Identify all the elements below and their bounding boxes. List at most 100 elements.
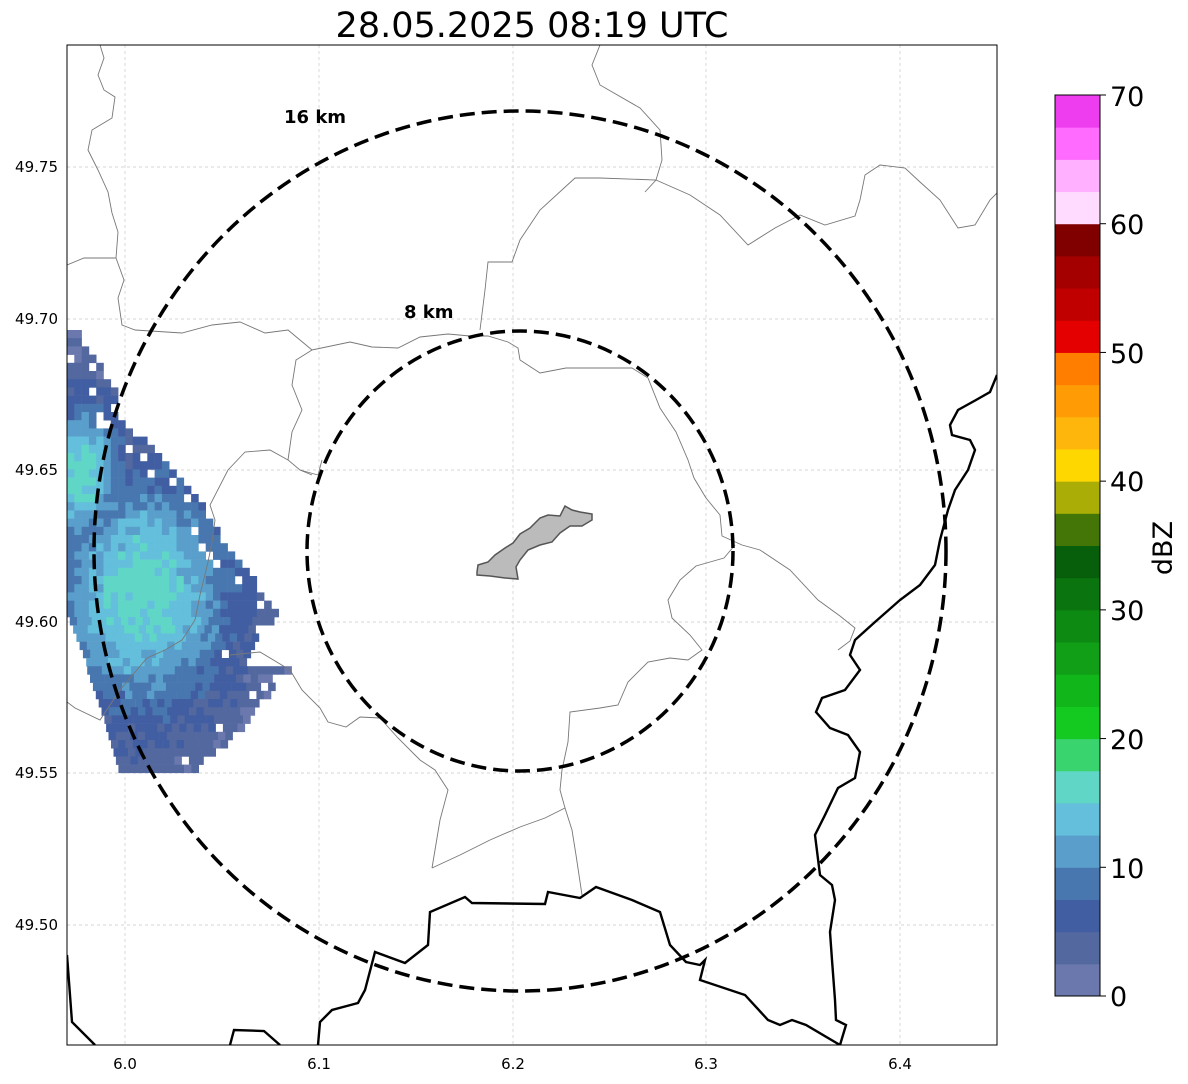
radar-cell: [113, 748, 122, 757]
radar-cell: [176, 494, 185, 503]
radar-cell: [102, 625, 110, 634]
map-title: 28.05.2025 08:19 UTC: [335, 6, 729, 46]
radar-cell: [126, 715, 134, 724]
colorbar-tick-label: 70: [1110, 82, 1144, 113]
radar-cell: [67, 346, 75, 355]
radar-cell: [81, 502, 90, 511]
radar-cell: [155, 715, 164, 724]
radar-cell: [125, 584, 133, 593]
radar-cell: [271, 608, 279, 618]
radar-cell: [67, 592, 75, 601]
radar-cell: [154, 551, 163, 560]
radar-cell: [177, 674, 186, 683]
radar-cell: [220, 543, 228, 552]
radar-cell: [171, 633, 179, 642]
radar-cell: [112, 649, 120, 659]
radar-cell: [118, 551, 126, 560]
radar-cell: [154, 485, 163, 495]
radar-cell: [190, 690, 199, 700]
radar-cell: [81, 354, 90, 364]
radar-cell: [88, 379, 97, 388]
radar-cell: [140, 485, 148, 495]
radar-cell: [170, 674, 178, 683]
radar-cell: [161, 592, 170, 601]
radar-cell: [96, 592, 104, 601]
radar-cell: [152, 731, 160, 741]
radar-cell: [239, 658, 248, 667]
radar-cell: [205, 740, 214, 749]
radar-cell: [67, 371, 75, 380]
radar-cell: [154, 559, 163, 569]
radar-cell: [152, 707, 161, 716]
radar-cell: [213, 715, 222, 724]
radar-cell: [227, 576, 236, 585]
x-tick-label: 6.0: [113, 1055, 137, 1073]
radar-cell: [142, 723, 151, 733]
radar-cell: [195, 682, 203, 692]
radar-cell: [132, 592, 141, 601]
radar-cell: [132, 485, 141, 495]
radar-cell: [191, 584, 199, 593]
radar-cell: [99, 617, 107, 626]
radar-cell: [103, 535, 112, 544]
radar-cell: [176, 600, 185, 610]
radar-cell: [186, 748, 195, 757]
radar-cell: [161, 600, 170, 610]
radar-cell: [176, 543, 185, 552]
radar-cell: [164, 699, 172, 708]
radar-cell: [170, 715, 178, 724]
radar-cell: [103, 526, 112, 536]
radar-cell: [140, 715, 149, 724]
radar-cell: [176, 592, 185, 601]
radar-cell: [256, 608, 265, 618]
radar-cell: [147, 526, 155, 536]
radar-cell: [187, 682, 196, 692]
radar-cell: [233, 666, 241, 675]
radar-cell: [154, 567, 163, 577]
radar-cell: [113, 723, 121, 733]
radar-cell: [132, 510, 141, 519]
radar-cell: [147, 444, 155, 454]
radar-cell: [181, 707, 190, 716]
admin-border: [287, 349, 313, 476]
radar-cell: [247, 641, 256, 651]
radar-cell: [225, 707, 234, 716]
radar-cell: [96, 608, 104, 618]
radar-cell: [103, 600, 112, 610]
radar-cell: [191, 576, 199, 585]
radar-cell: [140, 764, 148, 774]
radar-cell: [152, 641, 161, 651]
radar-cell: [118, 764, 126, 774]
radar-cell: [118, 510, 126, 519]
radar-cell: [234, 608, 243, 618]
y-axis: 49.50 49.55 49.60 49.65 49.70 49.75: [15, 158, 58, 934]
radar-cell: [242, 600, 250, 610]
radar-cell: [132, 477, 141, 487]
radar-cell: [123, 731, 131, 741]
radar-cell: [104, 649, 113, 659]
radar-cell: [130, 756, 139, 765]
radar-cell: [132, 551, 141, 560]
radar-cell: [243, 649, 252, 659]
admin-border: [519, 359, 856, 651]
radar-cell: [126, 674, 135, 683]
radar-cell: [145, 666, 154, 675]
radar-cell: [234, 559, 243, 569]
radar-cell: [118, 576, 126, 585]
radar-cell: [176, 690, 184, 700]
admin-border: [67, 45, 119, 266]
radar-cell: [74, 469, 82, 478]
y-tick-label: 49.70: [15, 310, 58, 328]
radar-cell: [191, 600, 199, 610]
radar-cell: [208, 617, 217, 626]
radar-cell: [88, 518, 97, 528]
radar-cell: [81, 453, 90, 462]
colorbar-band: [1055, 577, 1100, 611]
radar-cell: [116, 666, 124, 675]
colorbar: 0 10 20 30 40 50 60 70 dBZ: [1054, 82, 1179, 1013]
radar-cell: [257, 674, 266, 683]
radar-cell: [154, 535, 163, 544]
radar-cell: [118, 600, 126, 610]
radar-cell: [147, 576, 155, 585]
admin-border: [431, 807, 583, 896]
